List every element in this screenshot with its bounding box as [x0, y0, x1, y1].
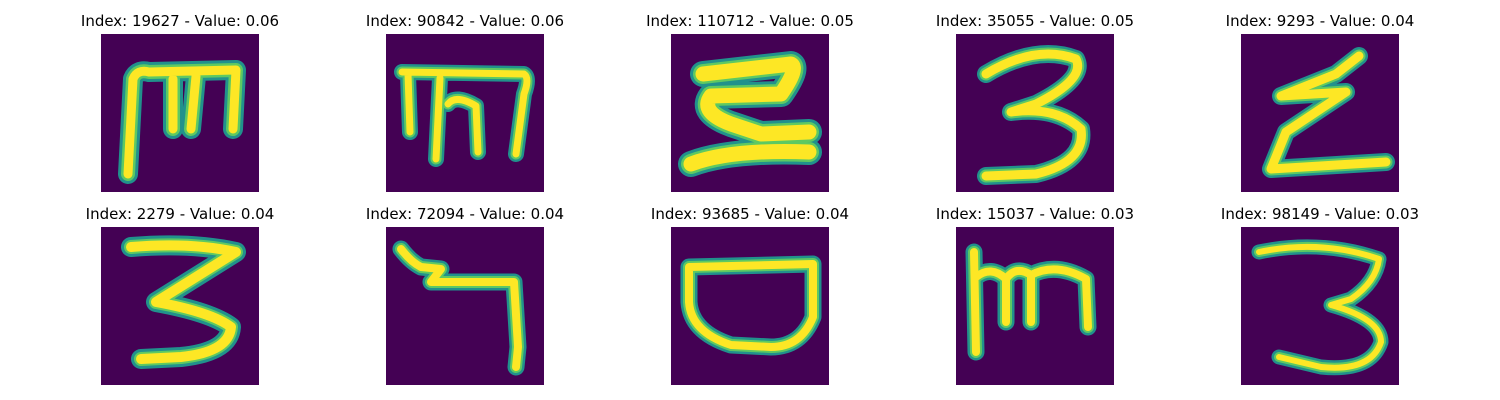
panel-9: Index: 15037 - Value: 0.03: [905, 204, 1165, 384]
panel-10: Index: 98149 - Value: 0.03: [1190, 204, 1450, 384]
panel-title: Index: 2279 - Value: 0.04: [50, 204, 310, 224]
panel-title: Index: 35055 - Value: 0.05: [905, 11, 1165, 31]
panel-title: Index: 98149 - Value: 0.03: [1190, 204, 1450, 224]
panel-6: Index: 2279 - Value: 0.04: [50, 204, 310, 384]
panel-title: Index: 90842 - Value: 0.06: [335, 11, 595, 31]
panel-3: Index: 110712 - Value: 0.05: [620, 11, 880, 191]
panel-title: Index: 15037 - Value: 0.03: [905, 204, 1165, 224]
digit-image: [1241, 227, 1399, 385]
digit-image: [101, 34, 259, 192]
digit-image: [671, 34, 829, 192]
digit-image: [671, 227, 829, 385]
panel-1: Index: 19627 - Value: 0.06: [50, 11, 310, 191]
panel-title: Index: 19627 - Value: 0.06: [50, 11, 310, 31]
panel-title: Index: 72094 - Value: 0.04: [335, 204, 595, 224]
panel-8: Index: 93685 - Value: 0.04: [620, 204, 880, 384]
digit-image: [1241, 34, 1399, 192]
digit-image: [101, 227, 259, 385]
panel-2: Index: 90842 - Value: 0.06: [335, 11, 595, 191]
panel-title: Index: 93685 - Value: 0.04: [620, 204, 880, 224]
panel-5: Index: 9293 - Value: 0.04: [1190, 11, 1450, 191]
panel-title: Index: 9293 - Value: 0.04: [1190, 11, 1450, 31]
digit-image: [956, 227, 1114, 385]
digit-image: [956, 34, 1114, 192]
panel-title: Index: 110712 - Value: 0.05: [620, 11, 880, 31]
panel-4: Index: 35055 - Value: 0.05: [905, 11, 1165, 191]
panel-7: Index: 72094 - Value: 0.04: [335, 204, 595, 384]
digit-image: [386, 227, 544, 385]
digit-image: [386, 34, 544, 192]
